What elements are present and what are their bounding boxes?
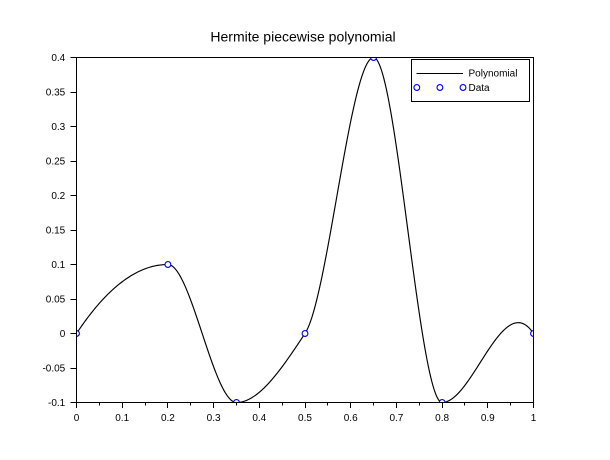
svg-text:0.3: 0.3 <box>51 122 65 133</box>
svg-text:0.35: 0.35 <box>46 88 66 99</box>
svg-text:-0.05: -0.05 <box>42 364 65 375</box>
svg-text:0.4: 0.4 <box>51 53 65 64</box>
svg-text:0.25: 0.25 <box>46 157 66 168</box>
svg-text:0.05: 0.05 <box>46 295 66 306</box>
svg-text:1: 1 <box>531 413 537 424</box>
svg-text:-0.1: -0.1 <box>48 398 66 409</box>
svg-text:0.1: 0.1 <box>51 260 65 271</box>
svg-text:0.4: 0.4 <box>252 413 266 424</box>
svg-text:0.2: 0.2 <box>161 413 175 424</box>
svg-text:0.5: 0.5 <box>298 413 312 424</box>
svg-text:Hermite piecewise polynomial: Hermite piecewise polynomial <box>210 29 395 45</box>
svg-text:0.9: 0.9 <box>481 413 495 424</box>
svg-text:0: 0 <box>74 413 80 424</box>
svg-text:0.3: 0.3 <box>207 413 221 424</box>
svg-text:Polynomial: Polynomial <box>469 69 518 80</box>
svg-text:0.15: 0.15 <box>46 226 66 237</box>
svg-text:0.1: 0.1 <box>115 413 129 424</box>
svg-text:0: 0 <box>60 329 66 340</box>
svg-text:0.6: 0.6 <box>344 413 358 424</box>
svg-text:0.8: 0.8 <box>435 413 449 424</box>
svg-text:0.7: 0.7 <box>389 413 403 424</box>
svg-text:Data: Data <box>469 83 491 94</box>
svg-text:0.2: 0.2 <box>51 191 65 202</box>
